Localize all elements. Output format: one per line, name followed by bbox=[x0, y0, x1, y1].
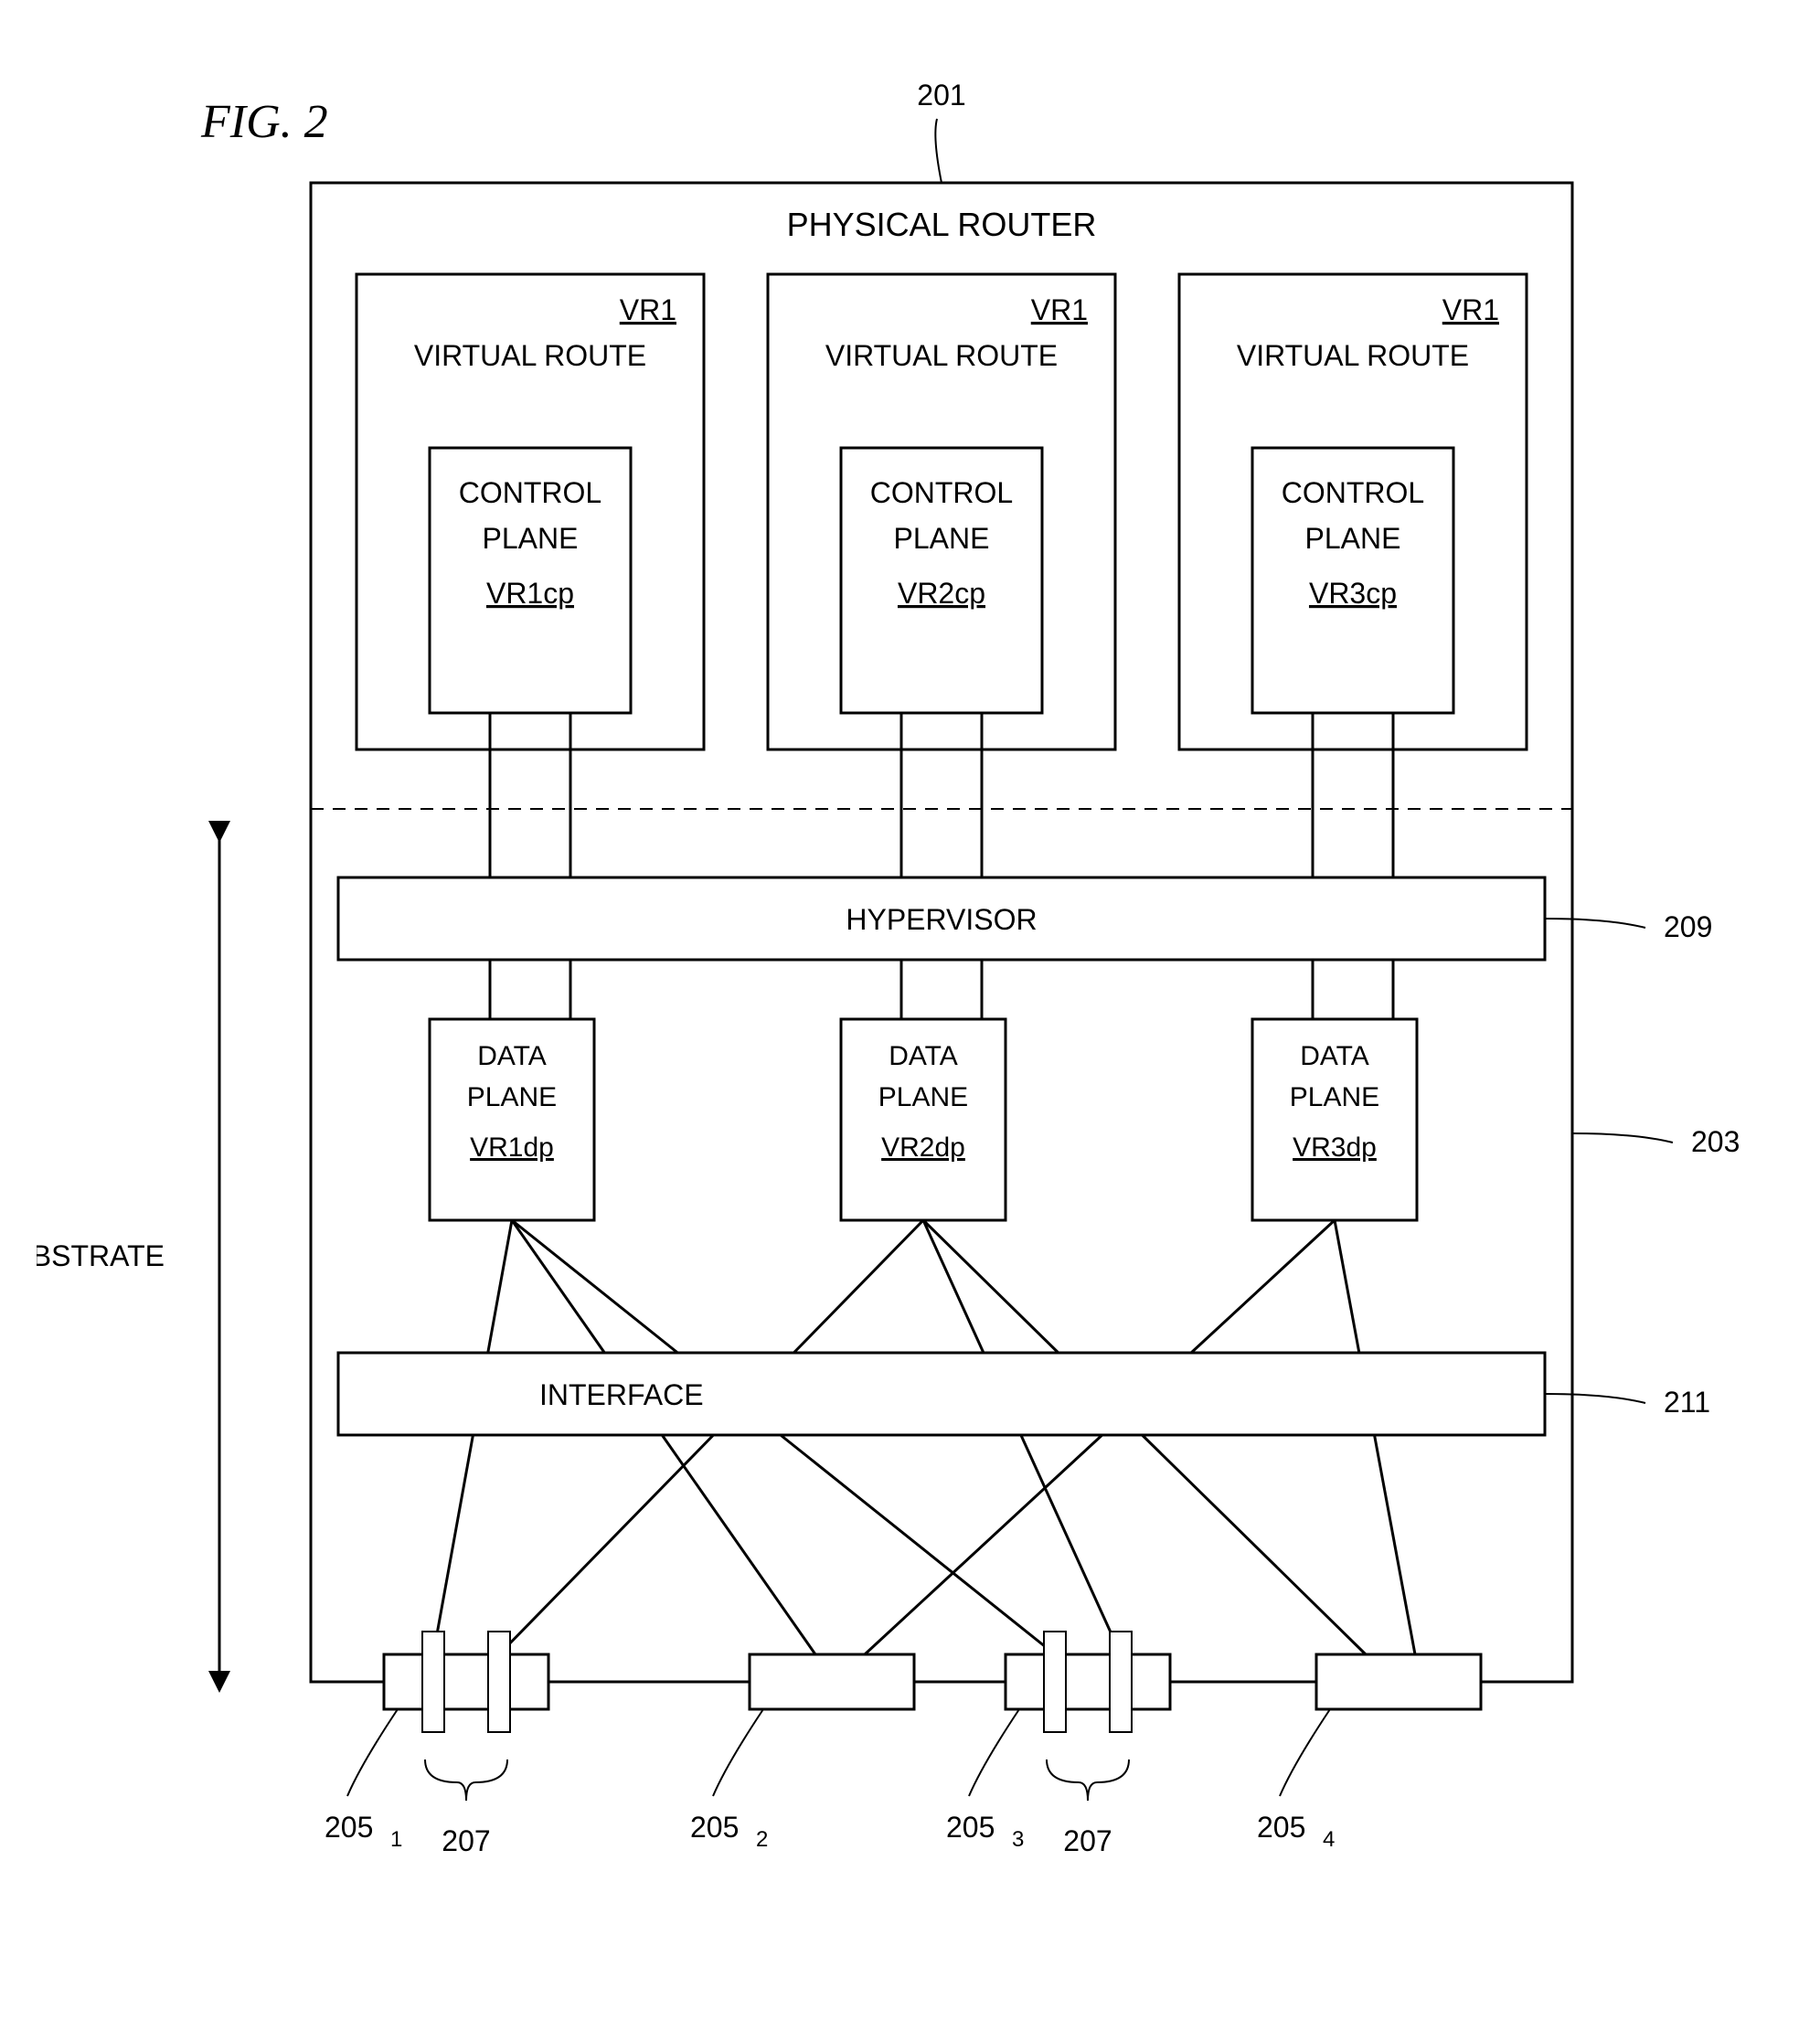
svg-text:207: 207 bbox=[1063, 1824, 1112, 1857]
svg-text:PLANE: PLANE bbox=[467, 1082, 557, 1112]
svg-text:VR2cp: VR2cp bbox=[898, 577, 985, 610]
port-3 bbox=[1316, 1654, 1481, 1709]
svg-text:DATA: DATA bbox=[1300, 1041, 1369, 1071]
svg-text:PLANE: PLANE bbox=[894, 522, 990, 555]
svg-text:DATA: DATA bbox=[889, 1041, 958, 1071]
svg-text:VR1cp: VR1cp bbox=[486, 577, 574, 610]
svg-text:207: 207 bbox=[442, 1824, 490, 1857]
svg-text:VIRTUAL ROUTE: VIRTUAL ROUTE bbox=[414, 339, 646, 372]
svg-text:VIRTUAL ROUTE: VIRTUAL ROUTE bbox=[825, 339, 1058, 372]
svg-text:2: 2 bbox=[756, 1827, 768, 1852]
svg-text:PHYSICAL ROUTER: PHYSICAL ROUTER bbox=[787, 206, 1097, 243]
svg-text:209: 209 bbox=[1664, 910, 1712, 943]
svg-text:VR1: VR1 bbox=[1031, 293, 1088, 326]
svg-text:205: 205 bbox=[1257, 1811, 1305, 1844]
svg-text:205: 205 bbox=[325, 1811, 373, 1844]
port-2 bbox=[1006, 1654, 1170, 1709]
figure-svg: FIG. 2 PHYSICAL ROUTER 201 VR1 VIRTUAL ROUTE… bbox=[37, 37, 1820, 1983]
svg-text:HYPERVISOR: HYPERVISOR bbox=[846, 903, 1037, 936]
svg-text:VR2dp: VR2dp bbox=[881, 1132, 965, 1163]
port-1 bbox=[750, 1654, 914, 1709]
interface-bar bbox=[338, 1353, 1545, 1435]
svg-text:PLANE: PLANE bbox=[1305, 522, 1401, 555]
svg-text:VR3cp: VR3cp bbox=[1309, 577, 1397, 610]
svg-text:CONTROL: CONTROL bbox=[1282, 476, 1424, 509]
svg-text:FIG. 2: FIG. 2 bbox=[200, 96, 328, 148]
svg-text:CONTROL: CONTROL bbox=[870, 476, 1013, 509]
svg-text:CONTROL: CONTROL bbox=[459, 476, 601, 509]
svg-text:203: 203 bbox=[1691, 1125, 1740, 1158]
svg-text:211: 211 bbox=[1664, 1386, 1710, 1419]
svg-text:PLANE: PLANE bbox=[878, 1082, 968, 1112]
svg-text:205: 205 bbox=[946, 1811, 995, 1844]
svg-text:VR1: VR1 bbox=[1442, 293, 1499, 326]
svg-text:INTERFACE: INTERFACE bbox=[539, 1378, 704, 1411]
svg-text:205: 205 bbox=[690, 1811, 739, 1844]
svg-text:VR1dp: VR1dp bbox=[470, 1132, 554, 1163]
svg-text:4: 4 bbox=[1323, 1827, 1335, 1852]
svg-text:1: 1 bbox=[390, 1827, 402, 1852]
svg-text:PLANE: PLANE bbox=[1290, 1082, 1379, 1112]
svg-text:VIRTUAL ROUTE: VIRTUAL ROUTE bbox=[1237, 339, 1469, 372]
svg-text:VR1: VR1 bbox=[620, 293, 676, 326]
svg-text:DATA: DATA bbox=[477, 1041, 547, 1071]
port-0 bbox=[384, 1654, 548, 1709]
svg-text:PLANE: PLANE bbox=[483, 522, 579, 555]
svg-text:201: 201 bbox=[917, 79, 965, 112]
svg-text:VR3dp: VR3dp bbox=[1293, 1132, 1377, 1163]
svg-text:3: 3 bbox=[1012, 1827, 1024, 1852]
svg-text:SUBSTRATE: SUBSTRATE bbox=[37, 1239, 165, 1272]
